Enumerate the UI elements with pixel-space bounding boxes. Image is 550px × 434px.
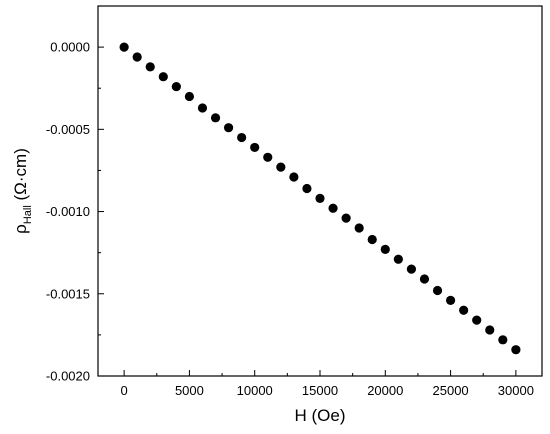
data-point xyxy=(158,72,168,82)
x-axis-ticks: 0 5000 10000 15000 20000 25000 30000 xyxy=(121,370,534,398)
data-point xyxy=(315,193,325,203)
data-point xyxy=(406,264,417,274)
data-point xyxy=(393,254,403,264)
y-tick-label: -0.0020 xyxy=(46,369,90,384)
data-point xyxy=(223,123,234,133)
data-point xyxy=(380,244,390,254)
data-point xyxy=(485,325,495,335)
y-axis-ticks: 0.0000 -0.0005 -0.0010 -0.0015 -0.0020 xyxy=(46,5,104,384)
data-point xyxy=(472,315,482,325)
data-point xyxy=(498,335,508,345)
data-point xyxy=(263,152,273,162)
y-tick-label: 0.0000 xyxy=(50,40,90,55)
data-point xyxy=(171,81,181,92)
data-point xyxy=(276,162,286,172)
x-tick-label: 25000 xyxy=(433,383,469,398)
x-tick-label: 10000 xyxy=(237,383,273,398)
data-point xyxy=(184,91,195,102)
data-series xyxy=(119,42,521,355)
data-point xyxy=(237,132,247,143)
data-point xyxy=(302,183,312,194)
data-point xyxy=(132,52,142,62)
x-tick-label: 30000 xyxy=(498,383,534,398)
y-axis-title-subscript: Hall xyxy=(22,205,34,224)
data-point xyxy=(419,274,430,284)
data-point xyxy=(445,295,456,305)
y-tick-label: -0.0005 xyxy=(46,122,90,137)
data-point xyxy=(197,103,208,113)
x-tick-label: 0 xyxy=(121,383,128,398)
data-point xyxy=(354,223,364,233)
x-tick-label: 5000 xyxy=(175,383,204,398)
y-axis-title-units: (Ω·cm) xyxy=(11,148,30,205)
data-point xyxy=(250,142,260,153)
data-point xyxy=(145,62,155,72)
data-point xyxy=(210,113,221,123)
data-point xyxy=(328,203,338,213)
data-point xyxy=(289,172,299,182)
y-tick-label: -0.0015 xyxy=(46,286,90,301)
data-point xyxy=(341,213,351,223)
data-point xyxy=(367,234,377,245)
x-axis-title: H (Oe) xyxy=(295,406,346,425)
x-tick-label: 20000 xyxy=(367,383,403,398)
data-point xyxy=(459,305,469,315)
data-point xyxy=(119,42,129,52)
y-tick-label: -0.0010 xyxy=(46,204,90,219)
y-axis-title: ρHall (Ω·cm) xyxy=(11,148,34,234)
x-tick-label: 15000 xyxy=(302,383,338,398)
data-point xyxy=(511,345,521,355)
y-axis-title-symbol: ρ xyxy=(11,224,30,234)
data-point xyxy=(432,285,443,296)
